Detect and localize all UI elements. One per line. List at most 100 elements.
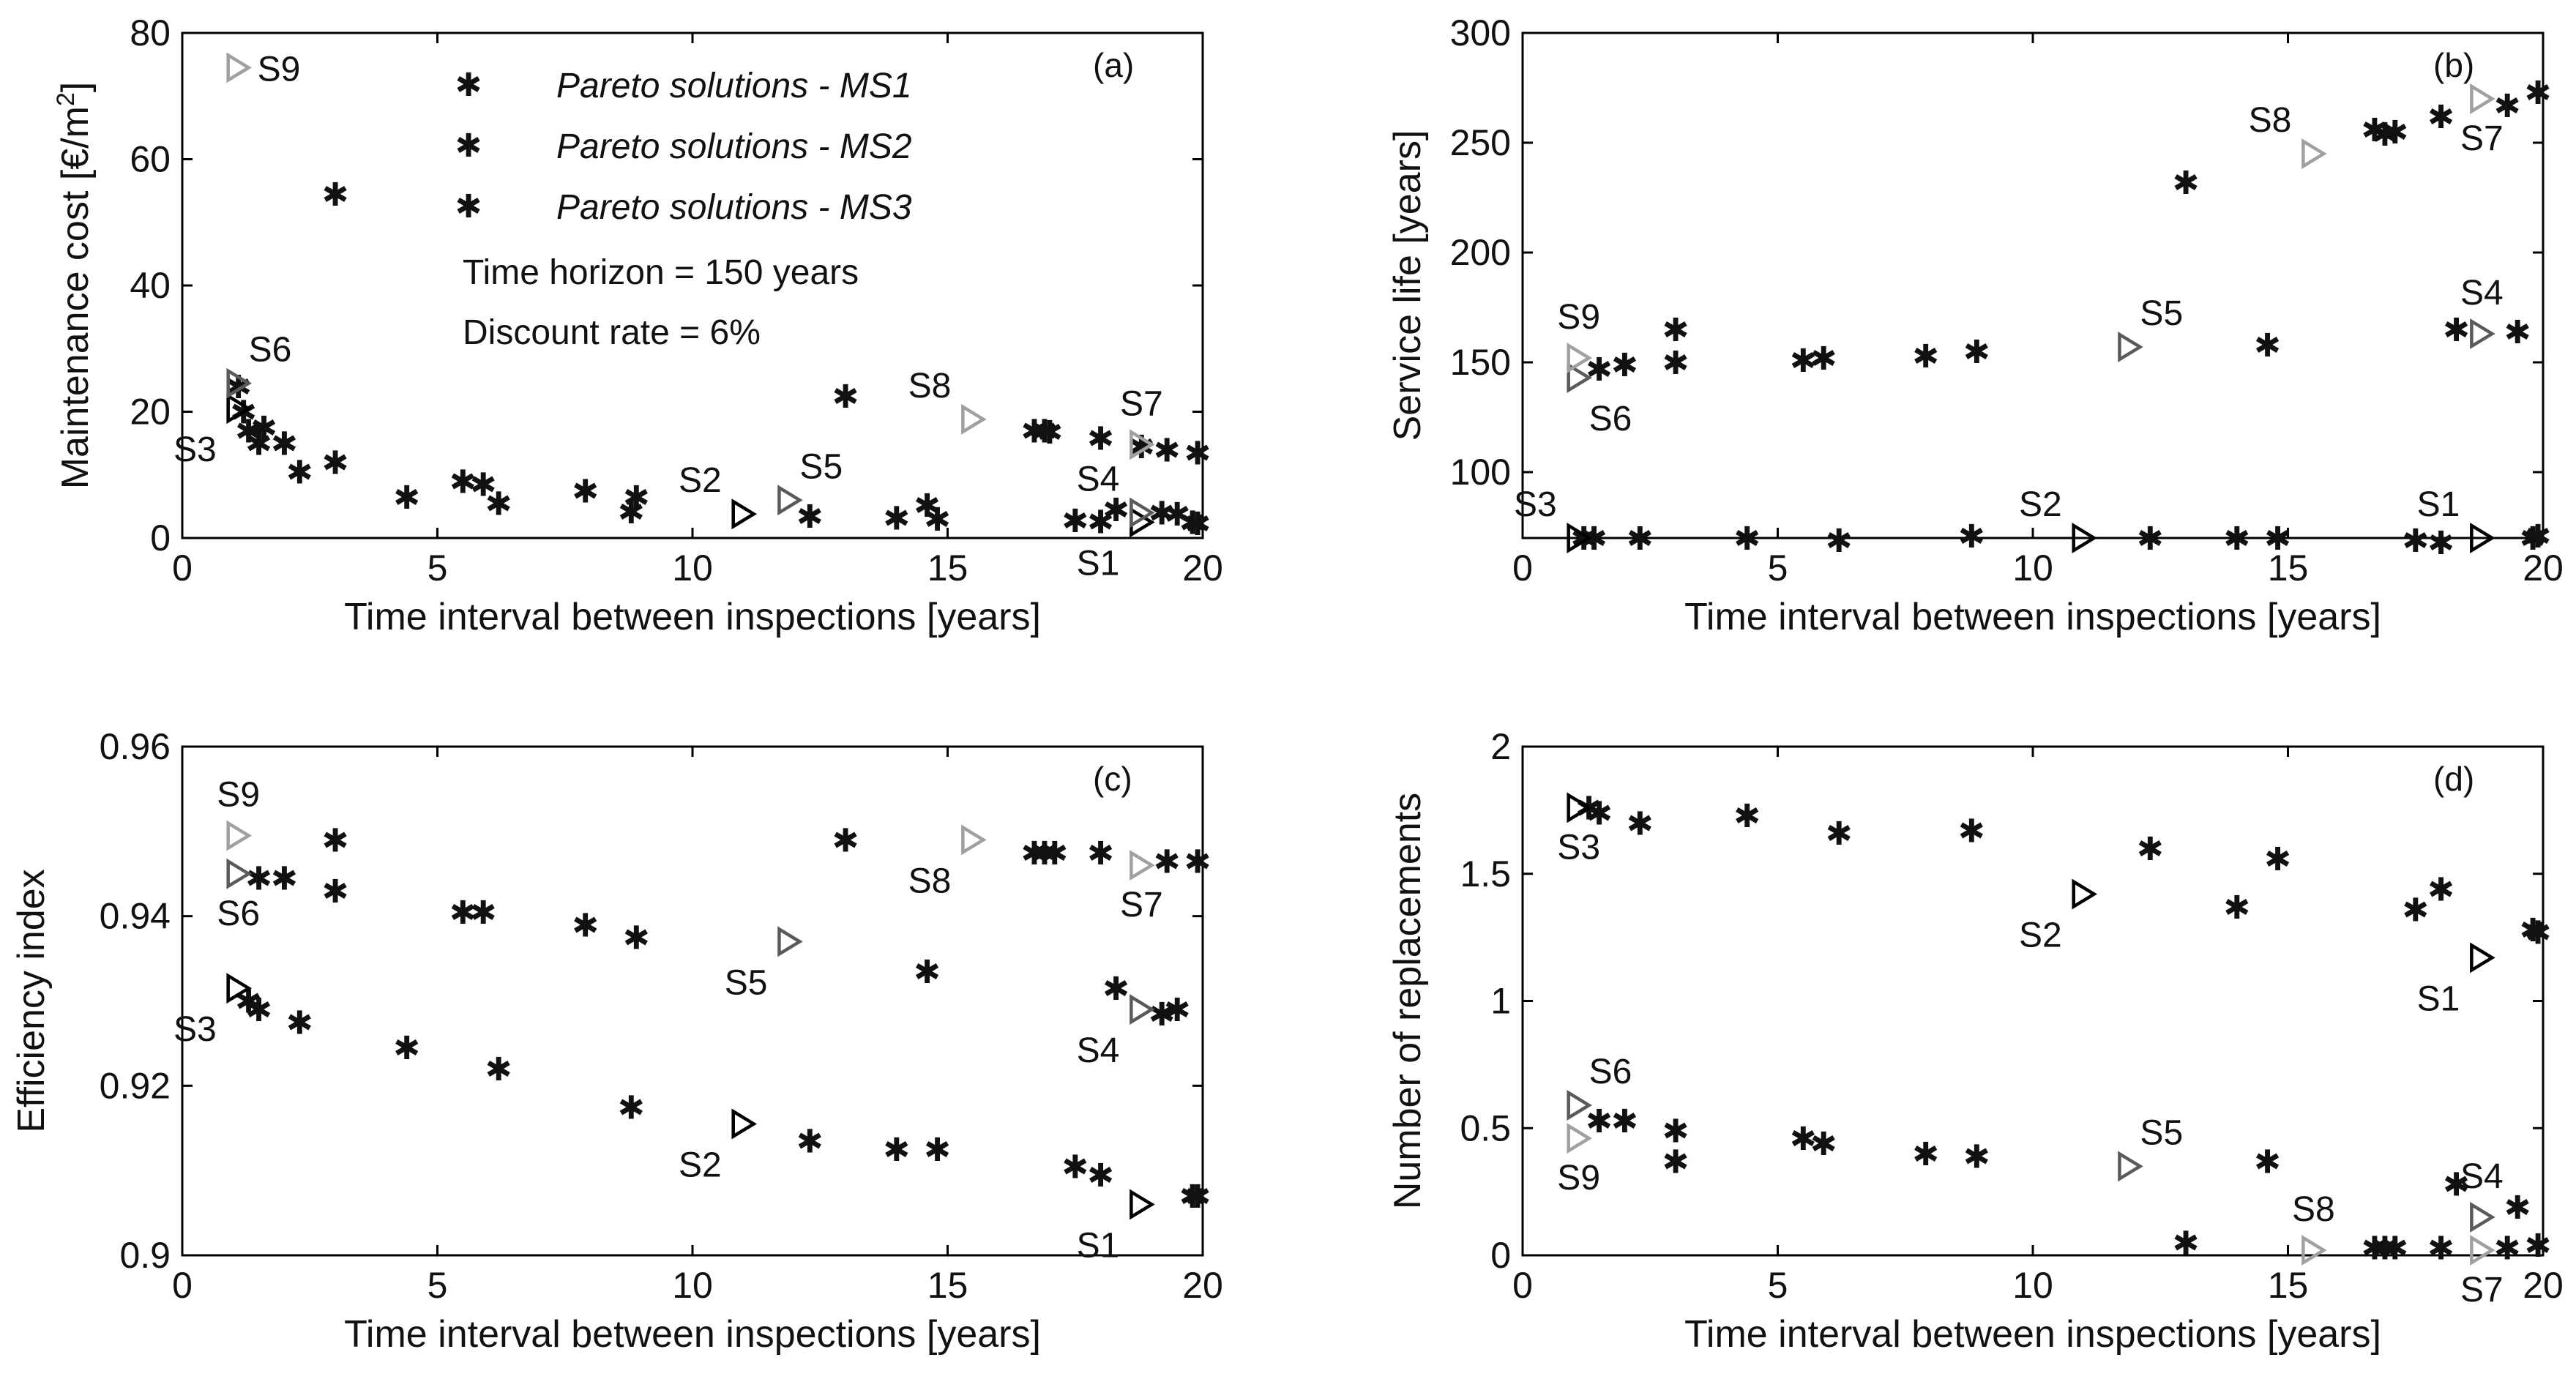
data-point-ms1: ✱ [1733,520,1761,558]
y-tick-label: 100 [1450,452,1511,493]
data-point-ms1: ✱ [245,426,272,463]
data-point-ms1: ✱ [2520,912,2547,949]
data-point-ms3: ✱ [1662,1143,1690,1181]
y-tick-label: 0 [150,517,171,558]
data-point-ms1: ✱ [2223,520,2250,558]
solution-marker-s4 [1130,994,1155,1025]
solution-marker-s2 [2072,878,2098,910]
legend-item-ms3: ✱ Pareto solutions - MS3 [455,188,912,227]
data-point-ms2: ✱ [1810,1126,1837,1163]
y-tick-label: 2 [1490,726,1511,767]
data-point-ms2: ✱ [1662,1113,1690,1151]
note-discount-rate: Discount rate = 6% [463,313,761,352]
data-point-ms2: ✱ [470,894,497,932]
solution-marker-s2 [2072,523,2098,553]
data-point-ms3: ✱ [322,822,349,859]
data-point-ms1: ✱ [2427,872,2454,909]
data-point-ms1: ✱ [1179,504,1206,542]
solution-label-s6: S6 [249,331,292,370]
data-point-ms3: ✱ [832,378,859,416]
data-point-ms1: ✱ [235,413,262,450]
data-point-ms1: ✱ [1087,504,1114,542]
solution-label-s6: S6 [217,894,260,933]
data-point-ms3: ✱ [1184,843,1212,881]
solution-label-s4: S4 [2460,274,2504,313]
data-point-ms3: ✱ [2381,114,2408,152]
data-point-ms1: ✱ [883,500,910,537]
solution-label-s7: S7 [1120,384,1163,423]
y-axis-label: Maintenance cost [€/m2] [52,82,97,490]
y-tick-label: 80 [130,12,171,53]
y-tick-label: 0.5 [1460,1107,1511,1148]
data-point-ms1: ✱ [1958,813,1985,851]
data-point-ms3: ✱ [2525,1228,2552,1265]
panel-letter: (b) [2433,46,2474,84]
solution-label-s9: S9 [258,50,301,89]
solution-label-s5: S5 [2140,294,2183,333]
solution-label-s9: S9 [217,776,260,815]
plot-frame [1521,31,2545,539]
y-tick-label: 60 [130,139,171,180]
data-point-ms1: ✱ [1184,506,1212,543]
data-point-ms2: ✱ [2254,327,2281,365]
solution-label-s1: S1 [2417,979,2460,1018]
solution-label-s2: S2 [679,1146,722,1184]
data-point-ms3: ✱ [1087,835,1114,873]
data-point-ms3: ✱ [1031,835,1058,873]
solution-label-s2: S2 [679,461,722,500]
x-tick-label: 10 [2012,1265,2053,1306]
data-point-ms1: ✱ [1826,523,1853,560]
solution-marker-s7 [2470,1235,2495,1266]
data-point-ms3: ✱ [1041,835,1068,873]
data-point-ms1: ✱ [1733,798,1761,835]
data-point-ms1: ✱ [1570,520,1597,558]
solution-label-s7: S7 [2460,1271,2504,1309]
panel-letter: (a) [1093,46,1134,84]
chart-panel-c: 0 5 10 15 20 0.9 0.92 0.94 0.96 Time interval bet… [10,726,1223,1356]
data-point-ms2: ✱ [2504,1189,2531,1227]
y-tick-label: 150 [1450,342,1511,383]
solution-label-s5: S5 [2140,1113,2183,1152]
y-tick-label: 0 [1490,1235,1511,1276]
data-point-ms2: ✱ [2443,1167,2470,1204]
solution-label-s1: S1 [2417,485,2460,524]
x-tick-label: 5 [428,1265,448,1306]
legend-marker-ms3: ✱ [455,188,482,225]
solution-label-s3: S3 [173,430,217,469]
legend-marker-ms1: ✱ [455,67,482,104]
data-point-ms1: ✱ [2223,889,2250,927]
data-point-ms2: ✱ [1102,492,1130,529]
x-tick-label: 5 [1768,1265,1788,1306]
x-tick-label: 5 [428,548,448,588]
solution-marker-s1 [1130,1189,1155,1220]
data-point-ms3: ✱ [2427,1230,2454,1268]
solution-marker-s7 [1130,850,1155,881]
data-point-ms1: ✱ [618,1089,645,1126]
x-tick-label: 15 [927,548,968,588]
x-tick-label: 15 [2268,548,2309,588]
data-point-ms1: ✱ [796,1124,824,1161]
solution-label-s1: S1 [1077,544,1120,583]
data-point-ms2: ✱ [449,463,477,501]
data-point-ms1: ✱ [2137,520,2164,558]
x-axis-label: Time interval between inspections [years… [344,596,1041,638]
solution-marker-s6 [226,858,253,889]
data-point-ms3: ✱ [2173,1225,2200,1263]
solution-marker-s5 [2118,1151,2143,1182]
y-tick-label: 250 [1450,122,1511,163]
data-point-ms1: ✱ [1826,815,1853,853]
solution-marker-s6 [226,367,253,399]
data-point-ms2: ✱ [250,410,277,447]
data-point-ms3: ✱ [2427,99,2454,136]
chart-panel-b: 0 5 10 15 20 100 150 200 250 300 Time interval bet… [1386,12,2564,638]
solution-marker-s8 [961,403,987,435]
solution-label-s8: S8 [2292,1190,2335,1229]
solution-marker-s9 [226,52,253,83]
data-point-ms2: ✱ [322,445,349,482]
data-point-ms3: ✱ [1031,413,1058,450]
data-point-ms1: ✱ [1627,805,1654,842]
solution-marker-s5 [777,485,803,516]
solution-marker-s4 [2470,1201,2495,1233]
data-point-ms2: ✱ [572,473,599,510]
data-point-ms1: ✱ [1184,1178,1212,1216]
